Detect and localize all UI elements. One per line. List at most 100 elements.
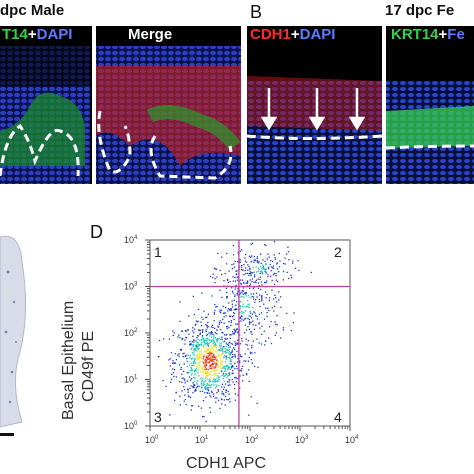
scatter-point	[224, 383, 227, 385]
scatter-point	[236, 328, 238, 330]
panel-d-letter: D	[90, 222, 103, 242]
scatter-point	[254, 274, 256, 276]
scatter-point	[189, 370, 191, 372]
scatter-point	[210, 350, 212, 352]
scatter-point	[221, 374, 223, 376]
scatter-point	[174, 353, 177, 355]
scatter-point	[234, 288, 236, 290]
scatter-point	[225, 372, 227, 375]
scatter-point	[189, 364, 191, 366]
scatter-point	[199, 361, 201, 363]
scatter-point	[203, 415, 205, 418]
scatter-point	[196, 321, 199, 323]
scatter-point	[205, 375, 207, 377]
panel-a-channel-label: T14+DAPI	[2, 26, 72, 43]
scatter-point	[280, 337, 282, 339]
scatter-point	[218, 321, 221, 324]
scatter-point	[192, 386, 195, 388]
scatter-point	[197, 347, 199, 349]
scatter-point	[180, 349, 182, 351]
scatter-point	[266, 311, 268, 314]
scatter-point	[259, 294, 261, 296]
scatter-point	[244, 305, 246, 308]
scatter-point	[227, 373, 229, 375]
scatter-point	[242, 312, 244, 314]
scatter-point	[243, 281, 245, 284]
scatter-point	[204, 358, 207, 360]
scatter-point	[216, 385, 218, 387]
scatter-point	[170, 352, 173, 354]
scatter-point	[194, 357, 196, 360]
scatter-point	[273, 298, 275, 300]
scatter-point	[172, 330, 174, 332]
scatter-point	[198, 360, 200, 362]
scatter-point	[225, 345, 228, 347]
scatter-point	[221, 391, 223, 393]
scatter-point	[261, 296, 263, 298]
scatter-point	[272, 267, 275, 270]
scatter-point	[165, 385, 167, 388]
scatter-point	[236, 323, 239, 325]
scatter-point	[194, 348, 196, 350]
scatter-point	[201, 331, 203, 334]
scatter-point	[230, 309, 233, 311]
scatter-point	[248, 303, 250, 305]
scatter-point	[200, 343, 202, 345]
scatter-point	[190, 343, 192, 345]
scatter-point	[260, 271, 262, 273]
scatter-point	[271, 267, 274, 269]
scatter-point	[193, 359, 196, 361]
scatter-point	[232, 292, 234, 294]
scatter-point	[236, 350, 238, 353]
scatter-point	[248, 306, 250, 309]
scatter-point	[215, 369, 218, 372]
scatter-point	[224, 365, 226, 367]
scatter-point	[228, 373, 231, 375]
scatter-point	[229, 352, 231, 354]
scatter-point	[190, 369, 193, 372]
scatter-point	[274, 334, 276, 336]
scatter-point	[218, 379, 220, 381]
scatter-point	[206, 368, 208, 370]
channel-blue-label: DAPI	[299, 26, 336, 43]
scatter-point	[269, 326, 271, 328]
scatter-point	[213, 356, 215, 358]
panel-a-title: dpc Male	[0, 2, 65, 19]
scatter-point	[247, 317, 249, 320]
scatter-point	[225, 356, 227, 358]
scatter-point	[240, 283, 242, 285]
scatter-point	[199, 332, 201, 335]
scatter-point	[243, 312, 245, 314]
channel-red-label: CDH1	[250, 26, 291, 43]
scatter-point	[220, 328, 222, 331]
scatter-point	[206, 343, 208, 345]
scatter-point	[258, 261, 260, 263]
scatter-point	[233, 347, 235, 349]
scatter-point	[245, 282, 247, 284]
scatter-point	[214, 356, 216, 358]
scatter-point	[237, 343, 239, 345]
scatter-point	[198, 405, 200, 407]
scatter-point	[204, 386, 207, 388]
scatter-point	[229, 341, 231, 343]
scatter-point	[202, 380, 204, 382]
scatter-point	[246, 306, 248, 308]
scatter-point	[220, 360, 222, 362]
scatter-point	[261, 325, 263, 327]
scatter-point	[202, 384, 204, 386]
scatter-point	[206, 371, 209, 373]
scatter-point	[214, 373, 217, 375]
scatter-point	[207, 344, 209, 346]
scatter-point	[250, 274, 252, 276]
scatter-point	[257, 278, 259, 280]
scatter-point	[226, 368, 228, 370]
scatter-point	[199, 357, 202, 359]
scatter-point	[206, 355, 208, 357]
scatter-point	[243, 282, 245, 284]
scatter-point	[223, 357, 225, 359]
scatter-point	[274, 258, 277, 261]
scatter-point	[218, 355, 220, 357]
scatter-point	[211, 332, 213, 334]
scatter-point	[213, 267, 216, 269]
scatter-point	[251, 333, 253, 335]
